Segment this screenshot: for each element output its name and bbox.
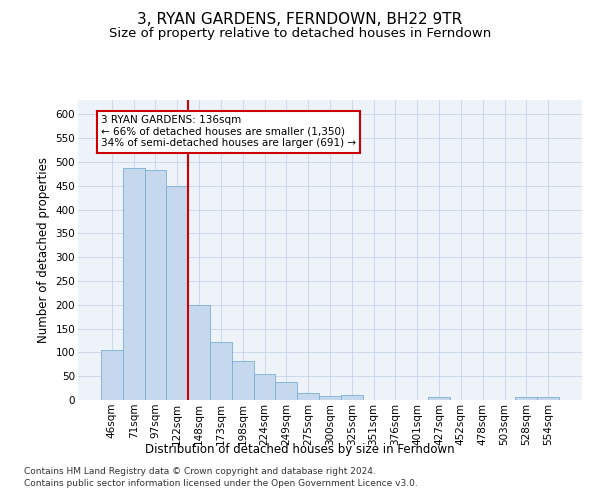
Bar (275, 382, 297, 400)
Bar (145, 170, 166, 400)
Bar (232, 361, 254, 400)
Bar (297, 393, 319, 400)
Text: Distribution of detached houses by size in Ferndown: Distribution of detached houses by size … (145, 442, 455, 456)
Bar (101, 350, 123, 400)
Text: Contains public sector information licensed under the Open Government Licence v3: Contains public sector information licen… (24, 479, 418, 488)
Bar (319, 396, 341, 400)
Bar (341, 395, 363, 400)
Text: Contains HM Land Registry data © Crown copyright and database right 2024.: Contains HM Land Registry data © Crown c… (24, 468, 376, 476)
Bar (537, 397, 559, 400)
Bar (210, 342, 232, 400)
Text: 3 RYAN GARDENS: 136sqm
← 66% of detached houses are smaller (1,350)
34% of semi-: 3 RYAN GARDENS: 136sqm ← 66% of detached… (101, 115, 356, 148)
Y-axis label: Number of detached properties: Number of detached properties (37, 157, 50, 343)
Bar (428, 397, 450, 400)
Text: Size of property relative to detached houses in Ferndown: Size of property relative to detached ho… (109, 28, 491, 40)
Bar (166, 186, 188, 400)
Text: 3, RYAN GARDENS, FERNDOWN, BH22 9TR: 3, RYAN GARDENS, FERNDOWN, BH22 9TR (137, 12, 463, 28)
Bar (515, 397, 537, 400)
Bar (123, 168, 145, 400)
Bar (254, 374, 275, 400)
Bar (188, 305, 210, 400)
